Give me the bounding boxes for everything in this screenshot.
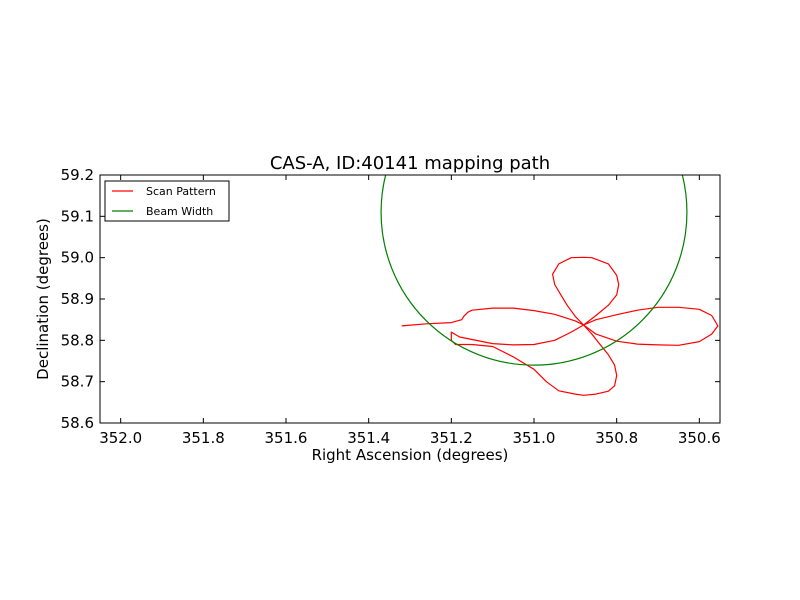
y-axis-label: Declination (degrees) [34,218,52,380]
y-axis-ticks: 58.6 58.7 58.8 58.9 59.0 59.1 59.2 [61,166,720,432]
scan-pattern-line [401,256,719,396]
x-axis-ticks: 352.0 351.8 351.6 351.4 351.2 351.0 350.8 350.6 [99,175,721,447]
x-tick-label: 351.6 [265,429,308,447]
chart-title: CAS-A, ID:40141 mapping path [270,153,550,174]
y-tick-label: 58.7 [61,373,94,391]
y-tick-label: 59.1 [61,207,94,225]
x-tick-label: 351.2 [430,429,473,447]
series-layer [380,175,719,396]
y-tick-label: 59.0 [61,249,94,267]
x-tick-label: 350.8 [595,429,638,447]
x-tick-label: 350.6 [678,429,721,447]
legend-label-scan-pattern: Scan Pattern [146,185,216,198]
x-tick-label: 351.4 [347,429,390,447]
x-tick-label: 352.0 [99,429,142,447]
x-tick-label: 351.8 [182,429,225,447]
legend-label-beam-width: Beam Width [146,205,213,218]
y-tick-label: 59.2 [61,166,94,184]
legend: Scan Pattern Beam Width [104,180,230,222]
legend-box [104,180,230,222]
x-axis-label: Right Ascension (degrees) [312,446,509,464]
y-tick-label: 58.6 [61,414,94,432]
y-tick-label: 58.9 [61,290,94,308]
y-tick-label: 58.8 [61,331,94,349]
beam-width-circle [380,175,688,366]
x-tick-label: 351.0 [513,429,556,447]
